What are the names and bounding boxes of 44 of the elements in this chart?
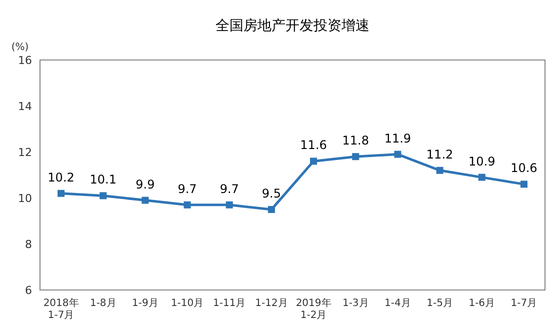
data-label: 10.6 — [510, 161, 538, 176]
x-tick-label: 2018年 1-7月 — [43, 297, 79, 321]
data-label: 11.6 — [300, 138, 327, 152]
y-tick-label: 8 — [25, 238, 32, 251]
point — [394, 150, 402, 158]
x-tick-label: 1-10月 — [170, 298, 204, 309]
point — [142, 196, 149, 204]
point — [100, 192, 107, 200]
y-tick-label: 10 — [18, 192, 32, 205]
point — [352, 153, 360, 160]
data-label: 9.7 — [220, 182, 239, 196]
data-label: 11.2 — [426, 147, 454, 162]
x-tick-label: 2019年 1-2月 — [296, 297, 332, 321]
data-label: 9.9 — [136, 177, 155, 192]
data-label: 10.9 — [468, 154, 496, 168]
y-tick-label: 16 — [18, 54, 32, 67]
x-tick-label: 1-6月 — [468, 298, 496, 309]
point — [226, 201, 233, 208]
x-tick-label: 1-12月 — [255, 298, 288, 309]
x-tick-label: 1-5月 — [426, 298, 453, 309]
point — [310, 158, 318, 165]
data-label: 11.8 — [342, 134, 369, 148]
point — [268, 206, 275, 213]
x-tick-label: 1-3月 — [342, 298, 369, 309]
x-tick-label: 1-8月 — [90, 298, 116, 309]
y-axis-title: (%) — [11, 42, 29, 53]
point — [478, 174, 486, 181]
point — [520, 180, 528, 188]
x-tick-label: 1-9月 — [132, 298, 158, 309]
point — [58, 190, 65, 197]
data-label: 9.5 — [262, 186, 282, 200]
data-label: 10.2 — [48, 170, 74, 184]
data-label: 11.9 — [384, 131, 412, 146]
point — [184, 201, 191, 208]
y-tick-label: 14 — [18, 100, 32, 113]
chart-title: 全国房地产开发投资增速 — [216, 18, 370, 34]
y-tick-label: 6 — [25, 284, 32, 297]
data-label: 9.7 — [178, 182, 197, 196]
x-tick-label: 1-11月 — [213, 298, 246, 309]
x-tick-label: 1-4月 — [384, 298, 411, 309]
data-label: 10.1 — [90, 172, 116, 187]
x-tick-label: 1-7月 — [510, 298, 538, 309]
point — [436, 166, 444, 174]
y-tick-label: 12 — [18, 146, 32, 159]
